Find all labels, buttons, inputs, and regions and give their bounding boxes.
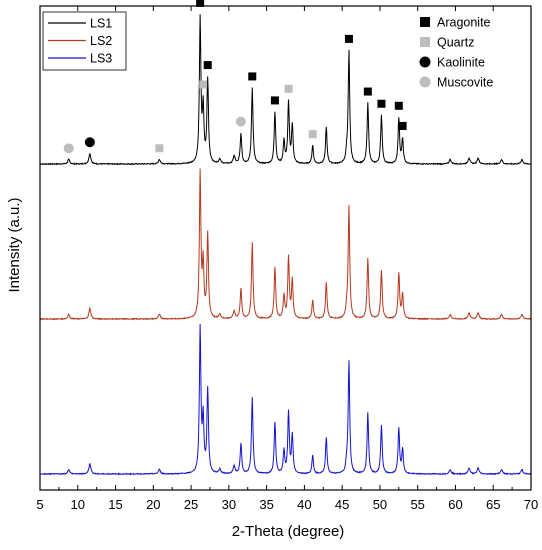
series-line-ls2 bbox=[40, 168, 531, 321]
phase-marker-aragonite bbox=[398, 121, 407, 130]
phase-marker-aragonite bbox=[248, 72, 257, 81]
x-tick-label: 60 bbox=[448, 497, 462, 512]
x-tick-label: 15 bbox=[108, 497, 122, 512]
phase-marker-aragonite bbox=[203, 61, 212, 70]
legend-label-ls1: LS1 bbox=[90, 17, 112, 31]
legend-label-kaolinite: Kaolinite bbox=[437, 56, 485, 70]
legend-label-aragonite: Aragonite bbox=[437, 16, 491, 30]
legend-label-muscovite: Muscovite bbox=[437, 76, 493, 90]
phase-marker-aragonite bbox=[196, 0, 205, 7]
x-tick-label: 45 bbox=[335, 497, 349, 512]
phase-marker-quartz bbox=[284, 84, 293, 93]
x-tick-label: 70 bbox=[524, 497, 538, 512]
phase-marker-aragonite bbox=[270, 96, 279, 105]
series-legend: LS1 LS2 LS3 bbox=[42, 11, 127, 71]
legend-label-quartz: Quartz bbox=[437, 36, 475, 50]
phase-marker-muscovite bbox=[63, 143, 74, 154]
phase-marker-layer bbox=[63, 0, 407, 154]
phase-marker-quartz bbox=[199, 80, 208, 89]
x-tick-label: 50 bbox=[373, 497, 387, 512]
x-tick-label: 20 bbox=[146, 497, 160, 512]
axes: 5 10 15 20 25 30 35 40 45 50 55 60 65 70 bbox=[36, 5, 538, 512]
x-tick-label: 25 bbox=[184, 497, 198, 512]
phase-legend: Aragonite Quartz Kaolinite Muscovite bbox=[419, 16, 493, 90]
legend-marker-muscovite bbox=[419, 76, 431, 88]
legend-marker-quartz bbox=[420, 37, 430, 47]
phase-marker-quartz bbox=[155, 144, 164, 153]
x-tick-label: 65 bbox=[486, 497, 500, 512]
phase-marker-quartz bbox=[308, 130, 317, 139]
x-tick-label: 40 bbox=[297, 497, 311, 512]
phase-marker-aragonite bbox=[363, 87, 372, 96]
x-tick-label: 35 bbox=[259, 497, 273, 512]
x-tick-label: 30 bbox=[222, 497, 236, 512]
phase-marker-aragonite bbox=[377, 99, 386, 108]
x-tick-label: 10 bbox=[71, 497, 85, 512]
x-axis-title: 2-Theta (degree) bbox=[232, 523, 345, 540]
series-layer bbox=[40, 14, 531, 476]
x-tick-label: 55 bbox=[410, 497, 424, 512]
series-line-ls1 bbox=[40, 14, 531, 166]
legend-label-ls3: LS3 bbox=[90, 52, 112, 66]
legend-marker-aragonite bbox=[420, 17, 430, 27]
series-line-ls3 bbox=[40, 323, 531, 476]
x-tick-label: 5 bbox=[36, 497, 43, 512]
y-axis-title: Intensity (a.u.) bbox=[6, 197, 23, 292]
phase-marker-aragonite bbox=[394, 101, 403, 110]
legend-label-ls2: LS2 bbox=[90, 34, 112, 48]
legend-marker-kaolinite bbox=[419, 56, 431, 68]
phase-marker-muscovite bbox=[235, 116, 246, 127]
phase-marker-kaolinite bbox=[84, 137, 95, 148]
phase-marker-aragonite bbox=[344, 34, 353, 43]
